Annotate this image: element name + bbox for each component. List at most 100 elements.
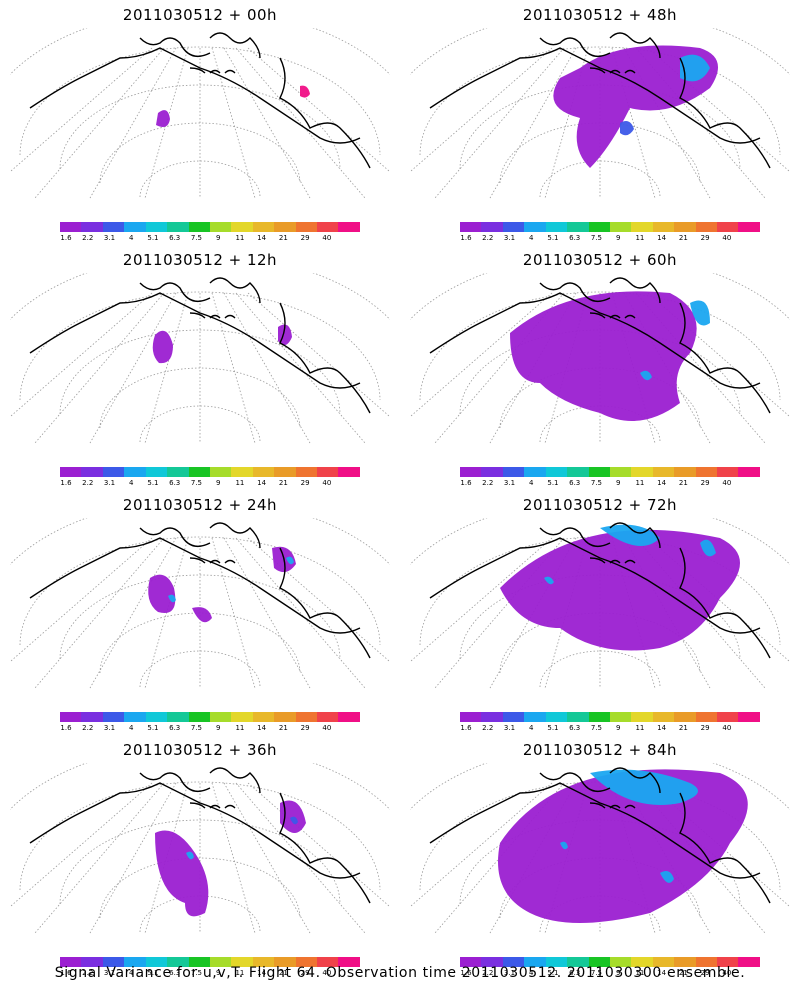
panel-title: 2011030512 + 00h	[122, 6, 278, 24]
colorbar-tick-label: 9	[215, 969, 221, 977]
colorbar-swatch	[124, 712, 146, 722]
colorbar-tick-label: 4	[128, 479, 134, 487]
colorbar-tick-label: 6.3	[169, 969, 181, 977]
colorbar-tick-label: 29	[700, 479, 710, 487]
colorbar-tick-label: 6.3	[569, 969, 581, 977]
colorbar-swatch	[588, 957, 610, 967]
colorbar-tick-label: 5.1	[147, 969, 159, 977]
colorbar-tick-label: 2.2	[482, 234, 494, 242]
colorbar-swatch	[209, 712, 232, 722]
coastline	[29, 522, 371, 659]
colorbar-tick-label: 7.5	[190, 479, 202, 487]
colorbar-tick-label: 9	[615, 969, 621, 977]
colorbar-swatch	[652, 467, 675, 477]
coastline	[429, 32, 771, 169]
colorbar-swatch	[545, 712, 568, 722]
colorbar-swatch	[652, 222, 675, 232]
colorbar-tick-label: 1.6	[60, 969, 72, 977]
colorbar-swatch	[167, 712, 189, 722]
panel-title: 2011030512 + 84h	[522, 741, 678, 759]
variance-shading	[500, 524, 740, 651]
colorbar-swatch	[145, 712, 168, 722]
colorbar-swatch	[502, 467, 525, 477]
polar-stereographic-map	[410, 273, 790, 444]
colorbar-swatch	[102, 222, 125, 232]
colorbar-tick-label: 29	[300, 724, 310, 732]
colorbar-swatch	[295, 467, 318, 477]
colorbar-tick-label: 40	[322, 479, 332, 487]
colorbar	[60, 957, 360, 967]
forecast-panel: 2011030512 + 72h 1.6 2.2 3.1 4 5.1 6.3 7.5 9 11 14…	[400, 490, 800, 735]
colorbar-tick-label: 5.1	[547, 969, 559, 977]
colorbar-swatch	[81, 957, 103, 967]
graticule	[10, 273, 390, 444]
colorbar-tick-label: 5.1	[547, 479, 559, 487]
colorbar-tick-label: 2.2	[82, 234, 94, 242]
colorbar-tick-label: 14	[657, 234, 667, 242]
forecast-panel: 2011030512 + 24h 1.6 2.2 3.1 4 5.1 6.3 7.5 9 11 14…	[0, 490, 400, 735]
colorbar	[460, 467, 760, 477]
colorbar-swatch	[695, 222, 718, 232]
colorbar-tick-label: 11	[235, 969, 245, 977]
colorbar-tick-label: 14	[657, 724, 667, 732]
colorbar-tick-label: 2.2	[82, 969, 94, 977]
colorbar-swatch	[81, 222, 103, 232]
colorbar-tick-label: 6.3	[169, 234, 181, 242]
colorbar-tick-label: 3.1	[103, 479, 116, 487]
colorbar-swatch	[631, 222, 653, 232]
colorbar-swatch	[252, 222, 275, 232]
colorbar-tick-label: 1.6	[60, 724, 72, 732]
colorbar-swatch	[81, 712, 103, 722]
variance-shading	[553, 45, 718, 168]
colorbar-swatch	[124, 957, 146, 967]
colorbar-swatch	[338, 712, 360, 722]
variance-shading	[155, 800, 306, 917]
colorbar-swatch	[167, 957, 189, 967]
colorbar-swatch	[60, 467, 82, 477]
colorbar-tick-label: 40	[722, 479, 732, 487]
variance-shading	[148, 546, 296, 623]
colorbar-swatch	[524, 467, 546, 477]
colorbar-tick-label: 9	[615, 234, 621, 242]
colorbar-swatch	[295, 712, 318, 722]
colorbar-tick-label: 29	[300, 479, 310, 487]
colorbar-tick-label: 1.6	[60, 234, 72, 242]
colorbar-tick-label: 11	[635, 479, 645, 487]
colorbar-tick-label: 6.3	[569, 234, 581, 242]
colorbar-swatch	[124, 222, 146, 232]
colorbar-tick-label: 1.6	[460, 234, 472, 242]
colorbar-swatch	[274, 957, 296, 967]
colorbar-tick-label: 21	[278, 724, 288, 732]
colorbar-tick-label: 21	[278, 234, 288, 242]
colorbar-tick-label: 29	[700, 234, 710, 242]
colorbar-swatch	[460, 467, 482, 477]
polar-stereographic-map	[410, 763, 790, 934]
colorbar-swatch	[545, 467, 568, 477]
colorbar-tick-label: 14	[257, 479, 267, 487]
colorbar-tick-label: 29	[300, 969, 310, 977]
colorbar-swatch	[460, 957, 482, 967]
colorbar-swatch	[188, 712, 210, 722]
colorbar-swatch	[695, 467, 718, 477]
colorbar-labels: 1.6 2.2 3.1 4 5.1 6.3 7.5 9 11 14 21 29 40	[452, 724, 772, 734]
colorbar-tick-label: 3.1	[103, 234, 116, 242]
colorbar	[60, 712, 360, 722]
colorbar-swatch	[338, 467, 360, 477]
colorbar-tick-label: 40	[322, 969, 332, 977]
colorbar-swatch	[588, 222, 610, 232]
colorbar-tick-label: 21	[678, 479, 688, 487]
colorbar-tick-label: 9	[615, 479, 621, 487]
colorbar-labels: 1.6 2.2 3.1 4 5.1 6.3 7.5 9 11 14 21 29 40	[452, 479, 772, 489]
colorbar-swatch	[631, 712, 653, 722]
colorbar-swatch	[274, 467, 296, 477]
colorbar-tick-label: 9	[615, 724, 621, 732]
colorbar-tick-label: 4	[528, 969, 534, 977]
colorbar-swatch	[502, 222, 525, 232]
forecast-panel: 2011030512 + 60h 1.6 2.2 3.1 4 5.1 6.3 7.5 9 11 14…	[400, 245, 800, 490]
graticule	[10, 28, 390, 199]
colorbar-tick-label: 4	[128, 234, 134, 242]
colorbar-tick-label: 2.2	[482, 724, 494, 732]
colorbar-tick-label: 3.1	[503, 479, 516, 487]
coastline	[429, 277, 771, 414]
